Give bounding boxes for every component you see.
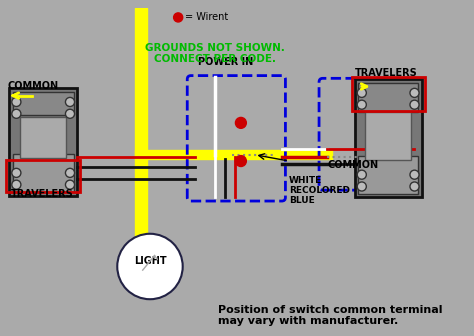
Bar [358,156,418,194]
Circle shape [410,170,419,179]
Circle shape [12,109,21,118]
Circle shape [65,180,74,189]
Circle shape [236,117,246,128]
Circle shape [65,168,74,177]
Bar [13,155,73,192]
Circle shape [12,97,21,107]
Circle shape [357,100,366,109]
Bar [352,77,425,111]
Circle shape [117,234,182,299]
Circle shape [410,100,419,109]
Circle shape [12,180,21,189]
Circle shape [410,88,419,97]
Bar [355,79,422,198]
Bar [358,83,418,112]
Text: = Wirent: = Wirent [185,12,228,23]
Bar [365,112,411,160]
Circle shape [357,182,366,191]
Circle shape [236,156,246,167]
Circle shape [173,13,182,22]
Text: TRAVELERS: TRAVELERS [11,189,73,199]
Circle shape [65,97,74,107]
Text: COMMON: COMMON [327,160,378,170]
Bar [9,88,77,196]
Text: WHITE
RECOLORED
BLUE: WHITE RECOLORED BLUE [289,176,350,205]
Circle shape [65,109,74,118]
Text: POWER IN: POWER IN [198,57,253,68]
Text: TRAVELERS: TRAVELERS [355,68,417,78]
Text: LIGHT: LIGHT [134,256,166,266]
Text: GROUNDS NOT SHOWN.
CONNECT PER CODE.: GROUNDS NOT SHOWN. CONNECT PER CODE. [146,43,285,65]
Text: COMMON: COMMON [7,81,58,91]
Bar [6,160,80,192]
Circle shape [12,168,21,177]
Circle shape [357,170,366,179]
Circle shape [410,182,419,191]
Bar [20,117,66,158]
Bar [13,91,73,115]
Text: Position of switch common terminal
may vary with manufacturer.: Position of switch common terminal may v… [218,305,443,326]
Circle shape [357,88,366,97]
